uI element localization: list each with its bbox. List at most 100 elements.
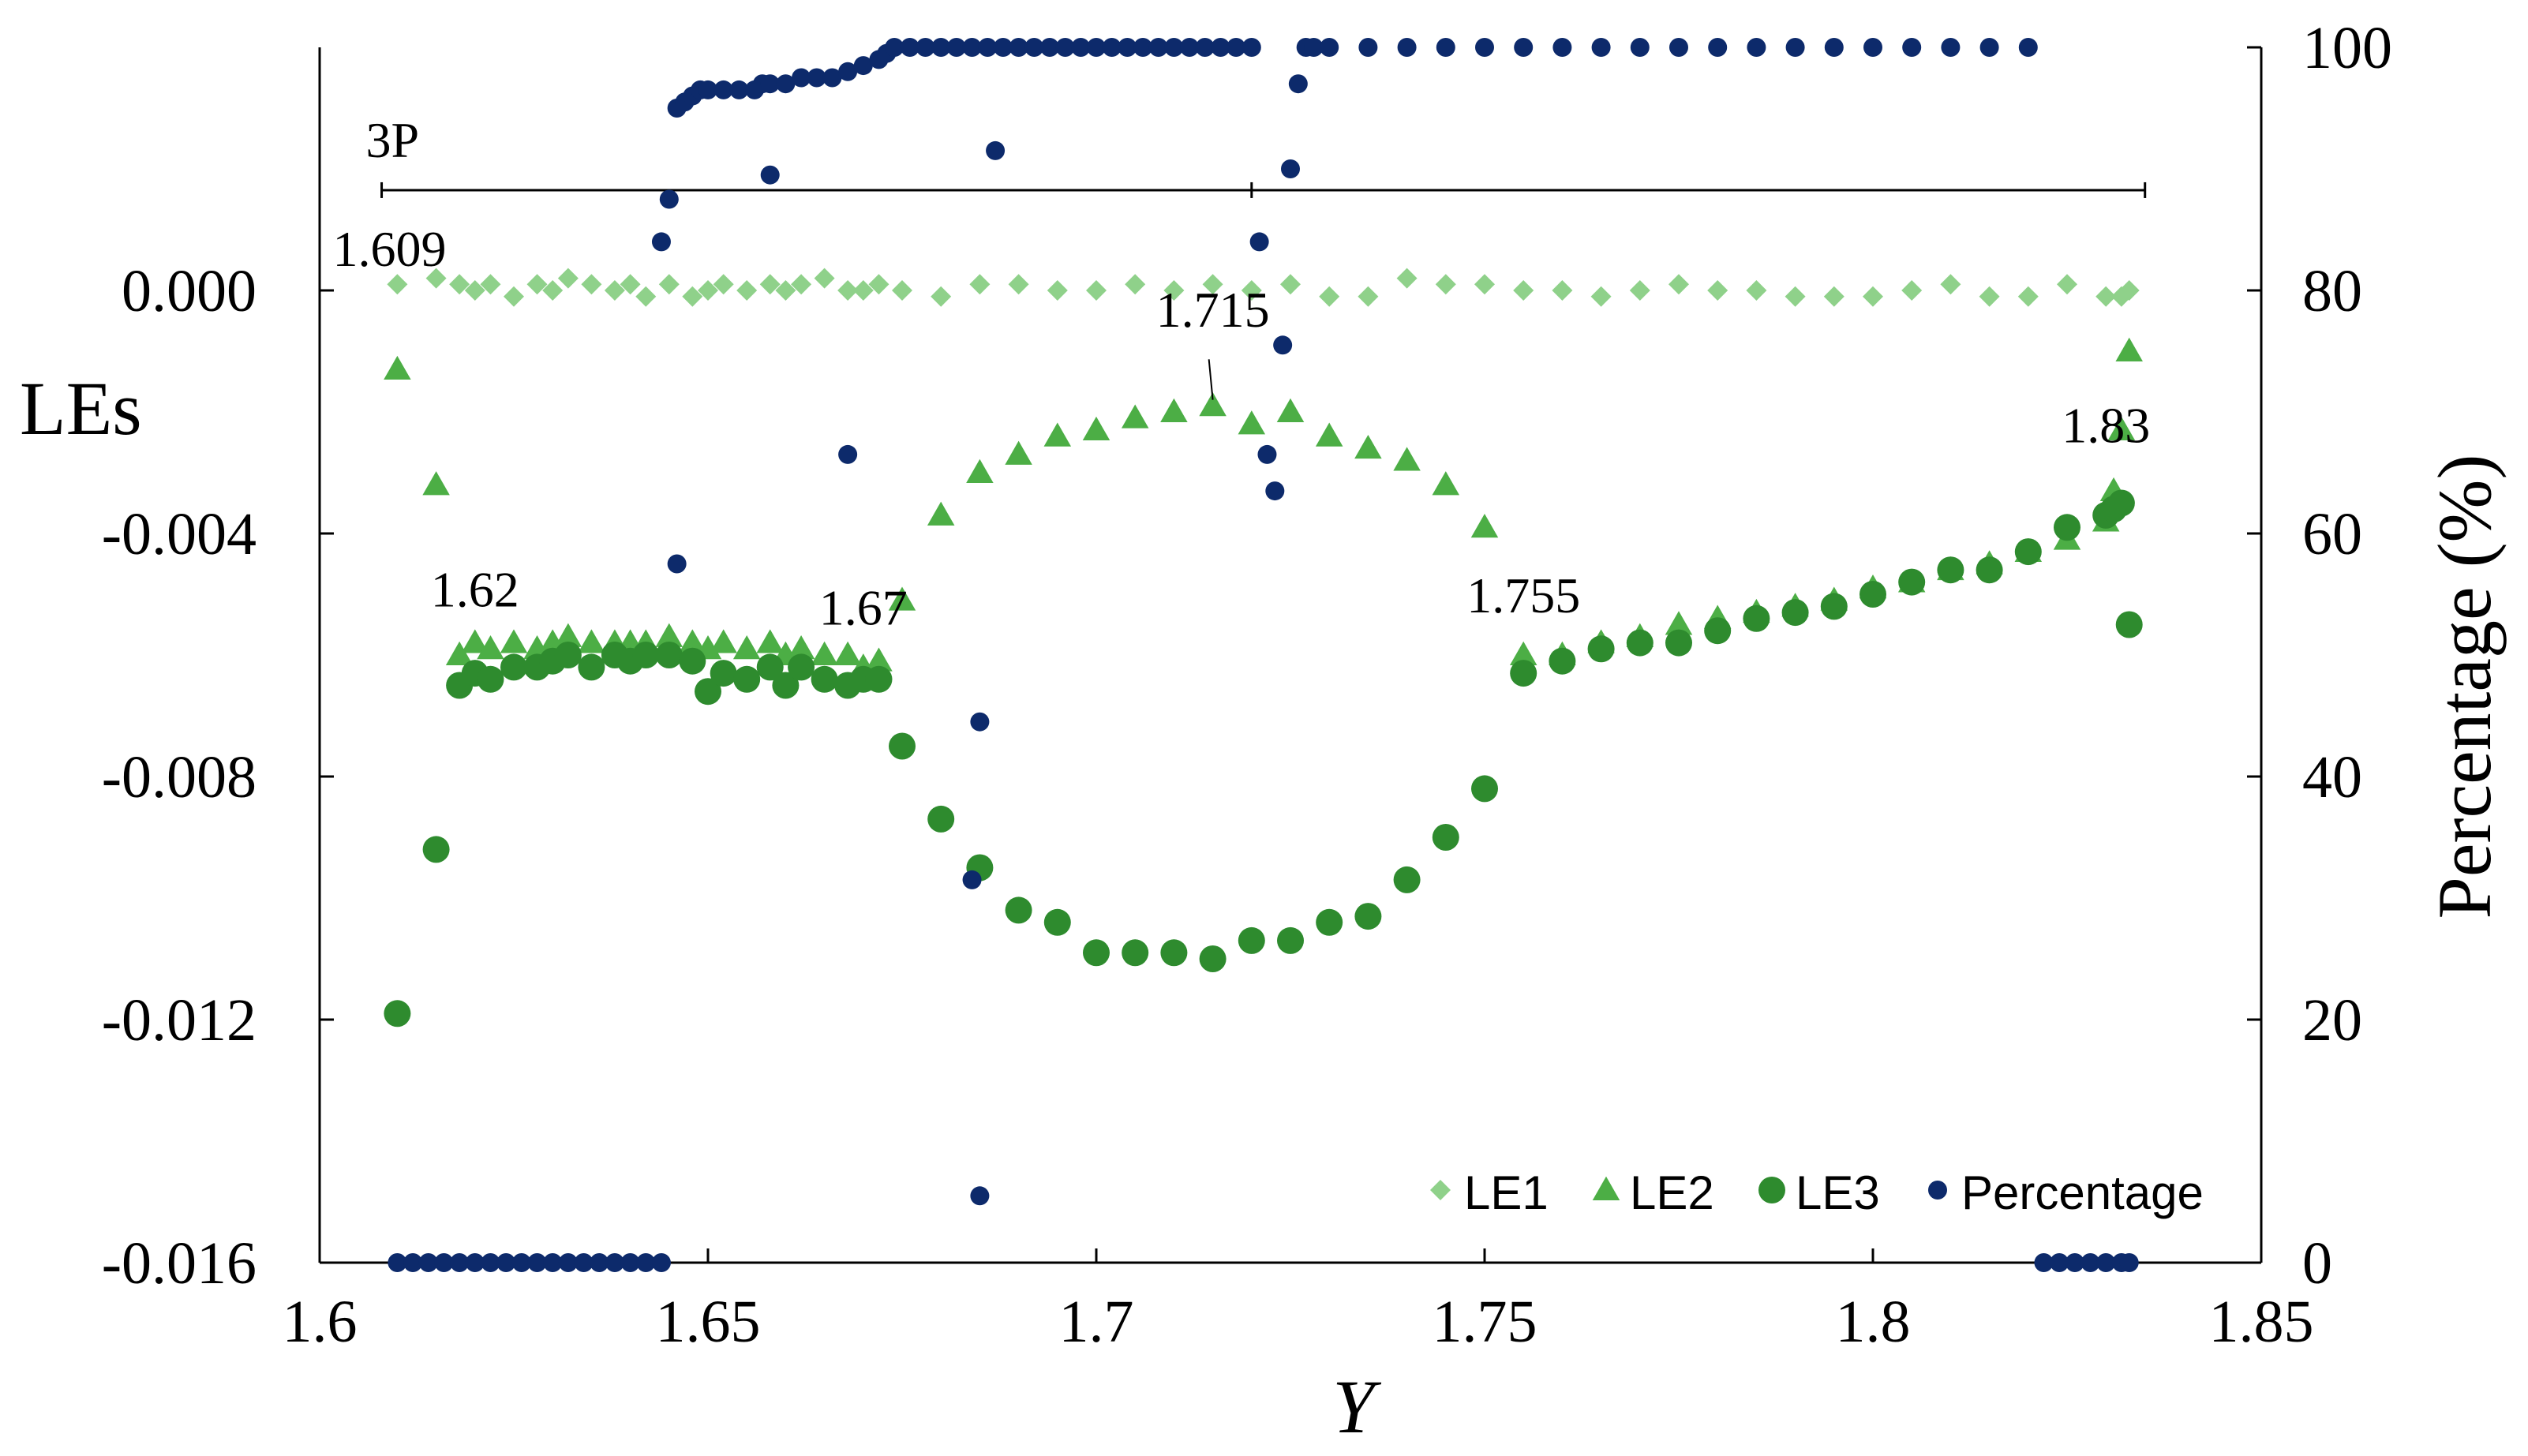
- point-percentage: [1055, 38, 1075, 57]
- point-le2: [756, 629, 784, 653]
- point-le1: [713, 274, 734, 295]
- point-percentage: [946, 38, 966, 57]
- point-le2: [710, 629, 737, 653]
- point-percentage: [434, 1253, 454, 1272]
- point-percentage: [1180, 38, 1200, 57]
- point-percentage: [776, 74, 796, 94]
- point-le3: [1354, 903, 1382, 930]
- point-percentage: [2034, 1253, 2054, 1272]
- point-percentage: [1227, 38, 1246, 57]
- point-le1: [1590, 286, 1612, 307]
- point-le1: [2118, 280, 2140, 301]
- point-percentage: [418, 1253, 438, 1272]
- point-le2: [1005, 440, 1032, 465]
- point-le3: [2107, 489, 2135, 517]
- point-percentage: [1863, 38, 1882, 57]
- point-le3: [1005, 896, 1032, 924]
- point-percentage: [388, 1253, 407, 1272]
- point-percentage: [465, 1253, 485, 1272]
- annotation-label: 1.67: [819, 580, 908, 636]
- point-le1: [969, 274, 991, 295]
- y-left-tick-label: -0.008: [102, 744, 257, 810]
- period-bar-label: 3P: [366, 112, 420, 168]
- point-le3: [1471, 775, 1498, 803]
- point-percentage: [605, 1253, 624, 1272]
- y-right-tick-label: 80: [2302, 258, 2362, 324]
- point-le2: [888, 586, 916, 611]
- point-le3: [1238, 926, 1265, 954]
- point-le2: [1199, 392, 1227, 417]
- point-percentage: [1747, 38, 1766, 57]
- point-percentage: [729, 80, 749, 99]
- point-le2: [1238, 410, 1266, 435]
- y-axis-left-title: LEs: [20, 366, 142, 451]
- point-percentage: [2096, 1253, 2116, 1272]
- series-percentage: [388, 38, 2139, 1272]
- y-left-tick-label: -0.016: [102, 1230, 257, 1297]
- point-le1: [464, 280, 485, 301]
- annotation-leader: [1208, 359, 1214, 400]
- point-percentage: [853, 56, 873, 76]
- point-le2: [1354, 434, 1382, 459]
- legend-label-le2: LE2: [1630, 1166, 1714, 1219]
- point-le1: [1513, 280, 1534, 301]
- point-le3: [1781, 599, 1809, 627]
- point-le3: [865, 665, 893, 693]
- point-le2: [1043, 422, 1072, 447]
- annotation-label: 1.62: [431, 561, 519, 617]
- point-le3: [422, 836, 450, 863]
- point-le3: [1665, 629, 1692, 657]
- point-percentage: [1195, 38, 1215, 57]
- point-le3: [655, 642, 683, 668]
- point-le1: [526, 274, 548, 295]
- point-le3: [1316, 908, 1343, 936]
- x-tick-label: 1.65: [656, 1289, 761, 1355]
- point-le3: [695, 678, 721, 706]
- point-le2: [732, 635, 761, 660]
- point-percentage: [574, 1253, 594, 1272]
- point-percentage: [1039, 38, 1059, 57]
- point-le2: [578, 629, 605, 653]
- point-le2: [1432, 471, 1460, 496]
- annotation-label: 1.609: [333, 221, 447, 277]
- x-tick-label: 1.6: [283, 1289, 358, 1355]
- point-percentage: [481, 1253, 500, 1272]
- point-le1: [1163, 280, 1185, 301]
- x-tick-label: 1.85: [2209, 1289, 2314, 1355]
- point-le3: [1277, 926, 1304, 954]
- point-le3: [2014, 538, 2042, 566]
- point-le2: [1082, 416, 1110, 441]
- point-le1: [557, 268, 579, 289]
- point-percentage: [978, 38, 998, 57]
- point-le3: [1083, 939, 1110, 967]
- point-le3: [554, 642, 582, 668]
- point-le2: [1393, 447, 1421, 471]
- point-percentage: [1552, 38, 1572, 57]
- point-percentage: [1265, 481, 1285, 501]
- legend-label-percentage: Percentage: [1961, 1166, 2204, 1219]
- point-le1: [635, 286, 657, 307]
- point-percentage: [993, 38, 1013, 57]
- point-percentage: [659, 189, 679, 209]
- point-le2: [811, 641, 838, 665]
- point-le1: [1396, 268, 1418, 289]
- point-le3: [632, 642, 660, 668]
- point-le3: [1743, 604, 1770, 632]
- x-tick-label: 1.7: [1059, 1289, 1134, 1355]
- point-le2: [865, 647, 893, 672]
- point-percentage: [543, 1253, 563, 1272]
- point-le1: [1823, 286, 1845, 307]
- point-le1: [504, 286, 524, 307]
- point-percentage: [2119, 1253, 2139, 1272]
- point-le1: [1629, 280, 1650, 301]
- point-le2: [966, 459, 994, 483]
- point-percentage: [636, 1253, 656, 1272]
- point-percentage: [403, 1253, 423, 1272]
- point-le1: [736, 280, 758, 301]
- point-percentage: [1358, 38, 1378, 57]
- point-le1: [775, 280, 796, 301]
- annotation-label: 1.715: [1156, 282, 1270, 338]
- point-le1: [1358, 286, 1379, 307]
